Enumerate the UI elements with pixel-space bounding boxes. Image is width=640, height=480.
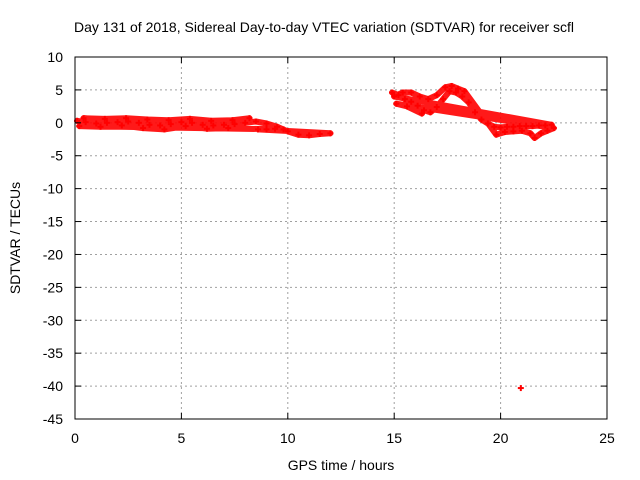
x-tick-label: 25 <box>599 430 615 446</box>
y-tick-label: -45 <box>43 411 63 427</box>
series-3 <box>517 385 524 392</box>
y-tick-label: -15 <box>43 214 63 230</box>
series-trace <box>74 115 334 139</box>
y-tick-label: 10 <box>47 49 63 65</box>
y-tick-label: -25 <box>43 279 63 295</box>
x-tick-label: 5 <box>178 430 186 446</box>
y-tick-label: -40 <box>43 378 63 394</box>
x-tick-label: 15 <box>386 430 402 446</box>
y-tick-label: 5 <box>55 82 63 98</box>
y-tick-label: -30 <box>43 312 63 328</box>
x-tick-label: 0 <box>71 430 79 446</box>
y-tick-label: 0 <box>55 115 63 131</box>
y-tick-label: -10 <box>43 181 63 197</box>
data-point <box>517 385 524 392</box>
gridlines <box>75 57 607 419</box>
series-1 <box>74 115 334 139</box>
plot-frame <box>74 56 608 420</box>
chart-title: Day 131 of 2018, Sidereal Day-to-day VTE… <box>74 19 574 35</box>
x-axis-label: GPS time / hours <box>288 457 395 473</box>
y-tick-label: -35 <box>43 345 63 361</box>
data-points <box>74 82 557 392</box>
series-trace <box>389 83 557 141</box>
x-tick-label: 10 <box>280 430 296 446</box>
x-tick-label: 20 <box>493 430 509 446</box>
series-2 <box>389 82 557 141</box>
axis-ticks: 0 5 10 15 20 25 10 5 0 -5 -10 -15 -20 -25 -30 -35 -40 -45 <box>43 49 615 446</box>
y-axis-label: SDTVAR / TECUs <box>7 182 23 294</box>
y-tick-label: -5 <box>51 148 64 164</box>
y-tick-label: -20 <box>43 246 63 262</box>
